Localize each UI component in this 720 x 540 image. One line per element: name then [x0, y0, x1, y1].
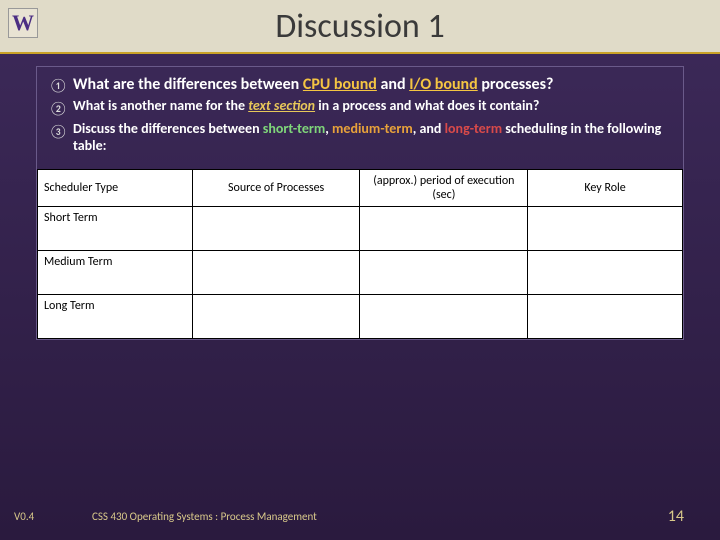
slide-title: Discussion 1 [0, 0, 720, 52]
empty-cell [360, 250, 528, 294]
item-text: What is another name for the text sectio… [73, 98, 671, 115]
empty-cell [360, 206, 528, 250]
page-number: 14 [668, 507, 684, 526]
scheduler-type-cell: Short Term [38, 206, 193, 250]
uw-logo: W [8, 8, 38, 38]
list-item: ③Discuss the differences between short-t… [49, 121, 671, 155]
logo-letter: W [12, 10, 34, 36]
table-row: Medium Term [38, 250, 683, 294]
table-header-row: Scheduler TypeSource of Processes(approx… [38, 169, 683, 206]
scheduler-table: Scheduler TypeSource of Processes(approx… [37, 169, 683, 339]
item-number: ③ [49, 121, 73, 140]
scheduler-type-cell: Medium Term [38, 250, 193, 294]
footer: V0.4 CSS 430 Operating Systems : Process… [0, 507, 720, 526]
table-row: Long Term [38, 294, 683, 338]
list-item: ②What is another name for the text secti… [49, 98, 671, 117]
empty-cell [192, 206, 360, 250]
item-text: Discuss the differences between short-te… [73, 121, 671, 155]
table-row: Short Term [38, 206, 683, 250]
table-header: Key Role [528, 169, 683, 206]
empty-cell [528, 294, 683, 338]
title-text: Discussion 1 [275, 6, 444, 47]
item-number: ① [49, 75, 73, 94]
table-header: Scheduler Type [38, 169, 193, 206]
version-label: V0.4 [14, 510, 74, 523]
table-header: Source of Processes [192, 169, 360, 206]
item-text: What are the differences between CPU bou… [73, 75, 671, 94]
list-item: ①What are the differences between CPU bo… [49, 75, 671, 94]
table-body: Short TermMedium TermLong Term [38, 206, 683, 338]
scheduler-type-cell: Long Term [38, 294, 193, 338]
empty-cell [528, 206, 683, 250]
empty-cell [192, 250, 360, 294]
empty-cell [360, 294, 528, 338]
empty-cell [528, 250, 683, 294]
content-box: ①What are the differences between CPU bo… [36, 66, 684, 340]
item-number: ② [49, 98, 73, 117]
question-list: ①What are the differences between CPU bo… [37, 67, 683, 169]
course-label: CSS 430 Operating Systems : Process Mana… [74, 510, 668, 523]
table-header: (approx.) period of execution (sec) [360, 169, 528, 206]
empty-cell [192, 294, 360, 338]
